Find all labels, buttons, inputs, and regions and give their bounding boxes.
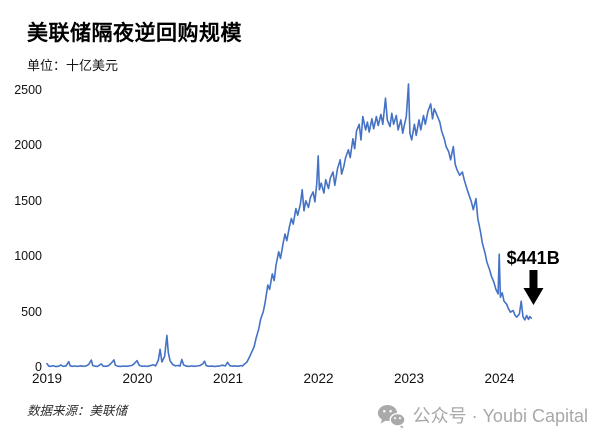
x-tick-label: 2021	[212, 371, 244, 386]
y-tick-label: 2500	[14, 83, 42, 97]
y-tick-label: 500	[21, 304, 42, 319]
x-tick-label: 2019	[31, 371, 63, 386]
page-title: 美联储隔夜逆回购规模	[27, 22, 242, 45]
rrp-series-line	[46, 83, 533, 368]
unit-label: 单位：十亿美元	[27, 58, 119, 73]
watermark: 公众号 · Youbi Capital	[377, 403, 588, 429]
x-tick-label: 2023	[393, 371, 425, 386]
x-tick-label: 2022	[303, 371, 334, 386]
y-tick-label: 2000	[14, 138, 42, 153]
x-tick-label: 2024	[484, 371, 515, 386]
down-arrow-icon	[523, 270, 544, 306]
y-tick-label: 1500	[14, 193, 42, 208]
latest-value-annotation: $441B	[506, 248, 560, 306]
data-source-note: 数据来源：美联储	[27, 404, 128, 418]
watermark-text: 公众号 · Youbi Capital	[412, 406, 588, 426]
wechat-icon	[377, 404, 406, 429]
latest-value-label: $441B	[506, 248, 560, 269]
y-tick-label: 1000	[14, 249, 42, 264]
y-tick-label: 0	[35, 360, 42, 374]
x-tick-label: 2020	[122, 371, 153, 386]
